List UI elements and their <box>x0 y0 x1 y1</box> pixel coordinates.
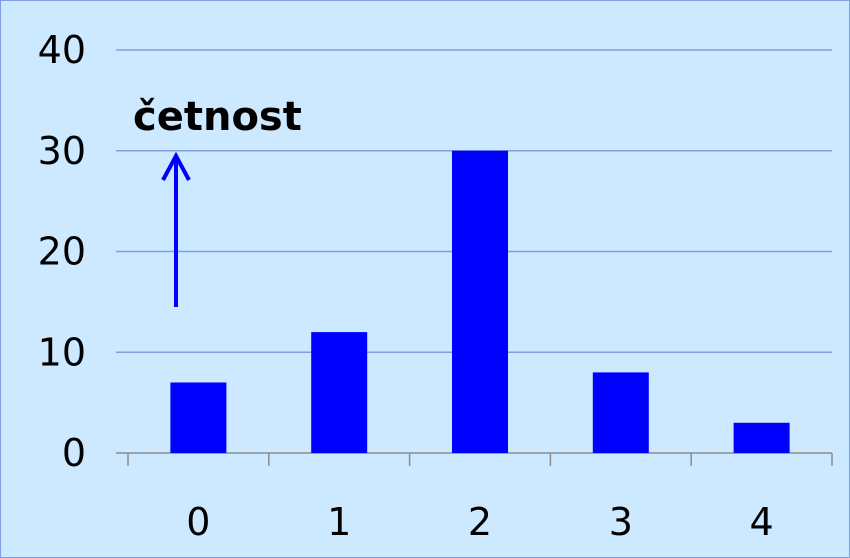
bar-series <box>170 150 790 453</box>
x-tick-label-1: 1 <box>327 500 351 544</box>
x-tick-label-3: 3 <box>609 500 633 544</box>
y-axis-annotation: četnost <box>133 94 302 307</box>
y-axis-label: četnost <box>133 94 302 140</box>
bar-2 <box>452 150 508 453</box>
y-tick-label-20: 20 <box>38 230 86 274</box>
bar-1 <box>311 332 368 453</box>
up-arrow-icon <box>161 151 191 181</box>
chart-axes <box>116 452 833 466</box>
x-tick-label-2: 2 <box>468 500 492 544</box>
bar-4 <box>733 422 790 453</box>
y-tick-label-40: 40 <box>38 28 86 72</box>
y-tick-label-0: 0 <box>62 431 86 475</box>
bar-3 <box>592 372 649 453</box>
x-tick-labels: 0 1 2 3 4 <box>186 500 773 544</box>
y-tick-label-30: 30 <box>38 129 86 173</box>
y-tick-labels: 0 10 20 30 40 <box>38 28 86 475</box>
bar-0 <box>170 382 227 453</box>
x-tick-label-0: 0 <box>186 500 210 544</box>
x-tick-label-4: 4 <box>750 500 774 544</box>
y-tick-label-10: 10 <box>38 330 86 374</box>
